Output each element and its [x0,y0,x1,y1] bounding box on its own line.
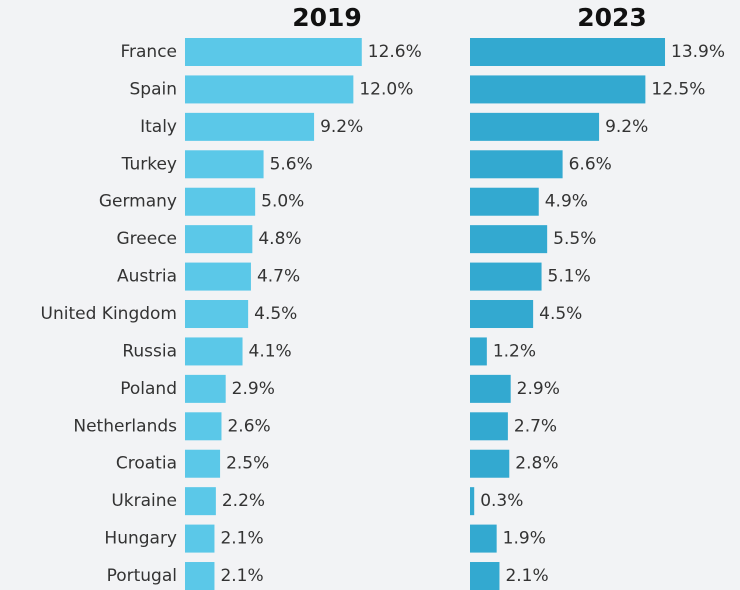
bar [185,225,253,254]
bar [470,487,475,516]
bar [470,524,497,553]
bar [185,187,256,216]
category-label: Hungary [104,529,177,549]
bar [185,150,264,179]
bar [185,524,215,553]
bar [470,112,600,141]
panel-title: 2023 [577,3,647,32]
bar [185,562,215,590]
value-label: 4.5% [539,304,582,324]
bar [470,412,508,441]
value-label: 1.9% [503,529,546,549]
value-label: 2.8% [515,454,558,474]
category-label: Poland [120,379,177,399]
bar [185,300,249,329]
bar [185,38,362,66]
bar [185,374,226,403]
value-label: 2.6% [227,416,270,436]
bar [470,38,666,66]
value-label: 5.0% [261,192,304,212]
bar [185,449,221,478]
value-label: 0.3% [480,491,523,511]
category-label: Russia [122,341,177,361]
category-label: Netherlands [73,416,177,436]
bar [470,225,548,254]
value-label: 12.5% [651,79,705,99]
bar [185,412,222,441]
bar [470,337,487,366]
value-label: 2.2% [222,491,265,511]
category-label: Greece [116,229,177,249]
value-label: 5.1% [548,267,591,287]
value-label: 1.2% [493,341,536,361]
value-label: 2.7% [514,416,557,436]
bar [185,262,251,291]
bar [470,150,563,179]
category-label: Austria [117,267,177,287]
category-label: Italy [140,117,177,137]
bar [470,300,534,329]
bar [185,112,315,141]
value-label: 12.0% [359,79,413,99]
category-label: United Kingdom [41,304,177,324]
bar [470,449,510,478]
value-label: 12.6% [368,42,422,62]
bar [470,187,539,216]
category-label: Spain [130,79,178,99]
category-label: Croatia [116,454,177,474]
value-label: 2.9% [232,379,275,399]
value-label: 5.6% [270,154,313,174]
bar [185,75,354,104]
value-label: 4.5% [254,304,297,324]
value-label: 4.9% [545,192,588,212]
value-label: 4.1% [249,341,292,361]
category-label: Portugal [107,566,177,586]
value-label: 9.2% [605,117,648,137]
value-label: 5.5% [553,229,596,249]
bar [185,337,243,366]
category-label: Turkey [121,154,177,174]
bar [470,374,511,403]
panel-title: 2019 [292,3,362,32]
bar [185,487,216,516]
value-label: 2.9% [517,379,560,399]
bar [470,262,542,291]
value-label: 9.2% [320,117,363,137]
value-label: 13.9% [671,42,725,62]
value-label: 2.5% [226,454,269,474]
bar [470,75,646,104]
category-label: France [120,42,177,62]
value-label: 2.1% [505,566,548,586]
category-label: Ukraine [111,491,177,511]
value-label: 4.7% [257,267,300,287]
value-label: 2.1% [220,529,263,549]
value-label: 2.1% [220,566,263,586]
value-label: 6.6% [569,154,612,174]
category-label: Germany [99,192,177,212]
value-label: 4.8% [258,229,301,249]
bar [470,562,500,590]
